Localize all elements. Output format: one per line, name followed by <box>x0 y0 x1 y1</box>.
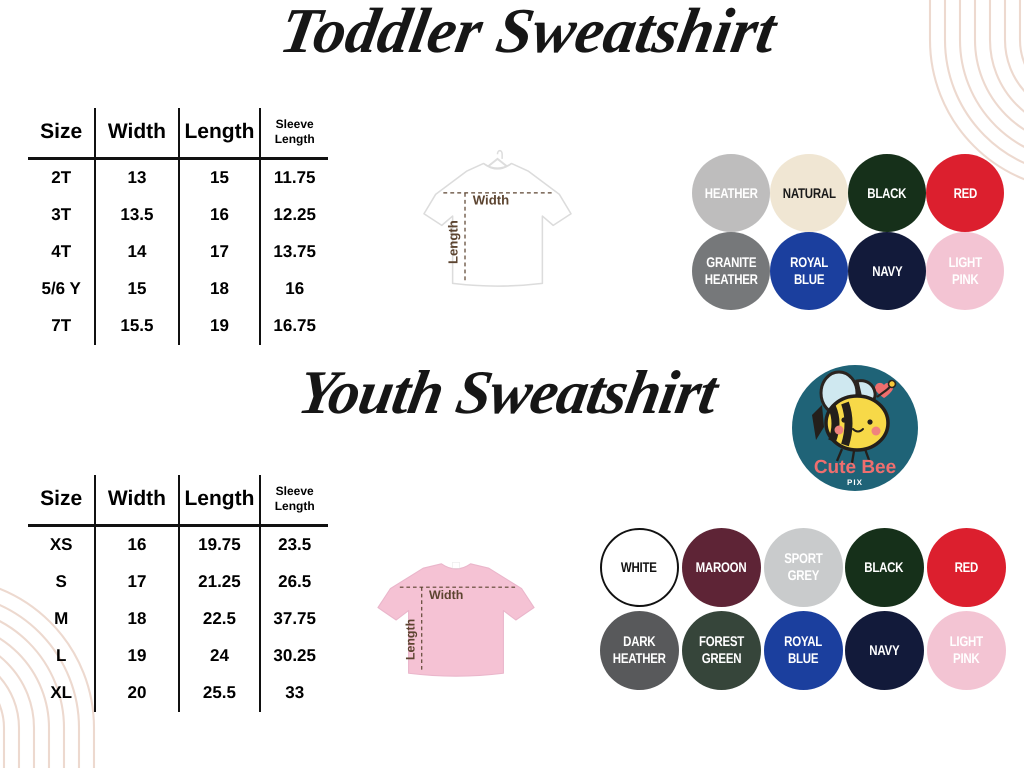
svg-text:Length: Length <box>403 619 417 660</box>
svg-text:Cute Bee: Cute Bee <box>814 457 896 478</box>
svg-text:PIX: PIX <box>847 478 863 487</box>
svg-text:Width: Width <box>429 588 463 602</box>
